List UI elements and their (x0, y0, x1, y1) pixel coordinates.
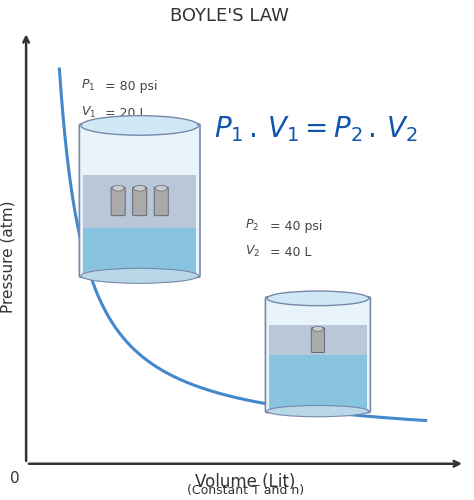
Bar (269, 353, 367, 410)
Bar (269, 326, 367, 354)
Text: (Constant T and n): (Constant T and n) (187, 484, 304, 498)
Text: Volume (Lit): Volume (Lit) (195, 473, 296, 491)
Text: $V_1$: $V_1$ (81, 104, 96, 120)
Ellipse shape (81, 116, 199, 135)
FancyBboxPatch shape (154, 187, 168, 216)
Text: = 40 L: = 40 L (266, 246, 311, 259)
Text: $V_2$: $V_2$ (246, 244, 261, 259)
Text: = 40 psi: = 40 psi (266, 220, 322, 232)
Text: BOYLE'S LAW: BOYLE'S LAW (170, 8, 289, 26)
Ellipse shape (112, 186, 124, 191)
FancyBboxPatch shape (265, 297, 370, 412)
Bar (83, 226, 197, 274)
Ellipse shape (155, 186, 167, 191)
FancyBboxPatch shape (311, 328, 325, 352)
Text: = 20 L: = 20 L (101, 107, 147, 120)
FancyBboxPatch shape (111, 187, 125, 216)
Text: Pressure (atm): Pressure (atm) (1, 200, 16, 313)
Ellipse shape (267, 406, 369, 417)
Ellipse shape (134, 186, 146, 191)
Text: $P_1\,.\,V_1=P_2\,.\,V_2$: $P_1\,.\,V_1=P_2\,.\,V_2$ (214, 114, 418, 144)
Ellipse shape (312, 326, 323, 332)
FancyBboxPatch shape (79, 124, 200, 278)
Text: $P_2$: $P_2$ (246, 218, 260, 232)
Ellipse shape (81, 268, 199, 283)
Text: = 80 psi: = 80 psi (101, 80, 158, 94)
Text: 0: 0 (9, 472, 19, 486)
FancyBboxPatch shape (133, 187, 147, 216)
Ellipse shape (267, 291, 369, 306)
Text: $P_1$: $P_1$ (81, 78, 95, 94)
Bar (83, 175, 197, 228)
